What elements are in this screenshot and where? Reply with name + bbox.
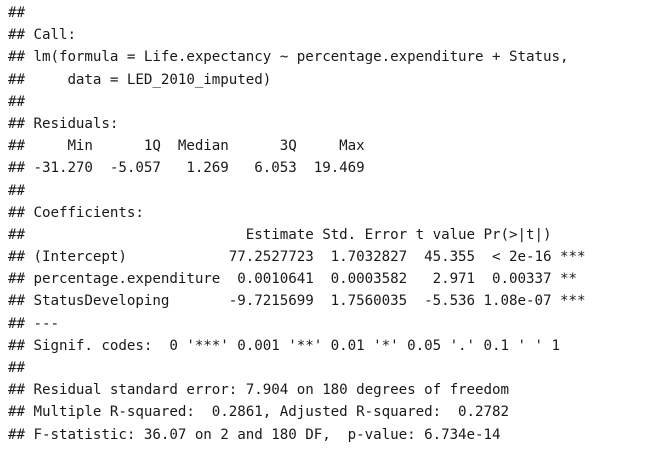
blank-comment-line: ## [8,360,25,376]
residuals-column-headers: ## Min 1Q Median 3Q Max [8,138,365,155]
residuals-header: ## Residuals: [8,115,119,132]
coefficient-row-status-developing: ## StatusDeveloping -9.7215699 1.7560035… [8,293,586,310]
residuals-values: ## -31.270 -5.057 1.269 6.053 19.469 [8,160,365,177]
blank-comment-line: ## [8,5,25,21]
blank-comment-line: ## [8,93,25,110]
coefficient-row-percentage-expenditure: ## percentage.expenditure 0.0010641 0.00… [8,271,577,288]
r-squared-line: ## Multiple R-squared: 0.2861, Adjusted … [8,404,510,421]
f-statistic-line: ## F-statistic: 36.07 on 2 and 180 DF, p… [8,426,501,443]
coefficients-column-headers: ## Estimate Std. Error t value Pr(>|t|) [8,226,552,243]
call-data-line: ## data = LED_2010_imputed) [8,71,272,88]
call-header: ## Call: [8,27,76,44]
r-console-output: ## ## Call: ## lm(formula = Life.expectanc… [8,2,663,446]
separator-line: ## --- [8,315,59,332]
blank-comment-line: ## [8,182,25,199]
residual-standard-error-line: ## Residual standard error: 7.904 on 180… [8,382,510,399]
signif-codes-line: ## Signif. codes: 0 '***' 0.001 '**' 0.0… [8,337,560,354]
coefficients-header: ## Coefficients: [8,204,144,221]
coefficient-row-intercept: ## (Intercept) 77.2527723 1.7032827 45.3… [8,249,586,266]
call-formula-line: ## lm(formula = Life.expectancy ~ percen… [8,49,569,66]
